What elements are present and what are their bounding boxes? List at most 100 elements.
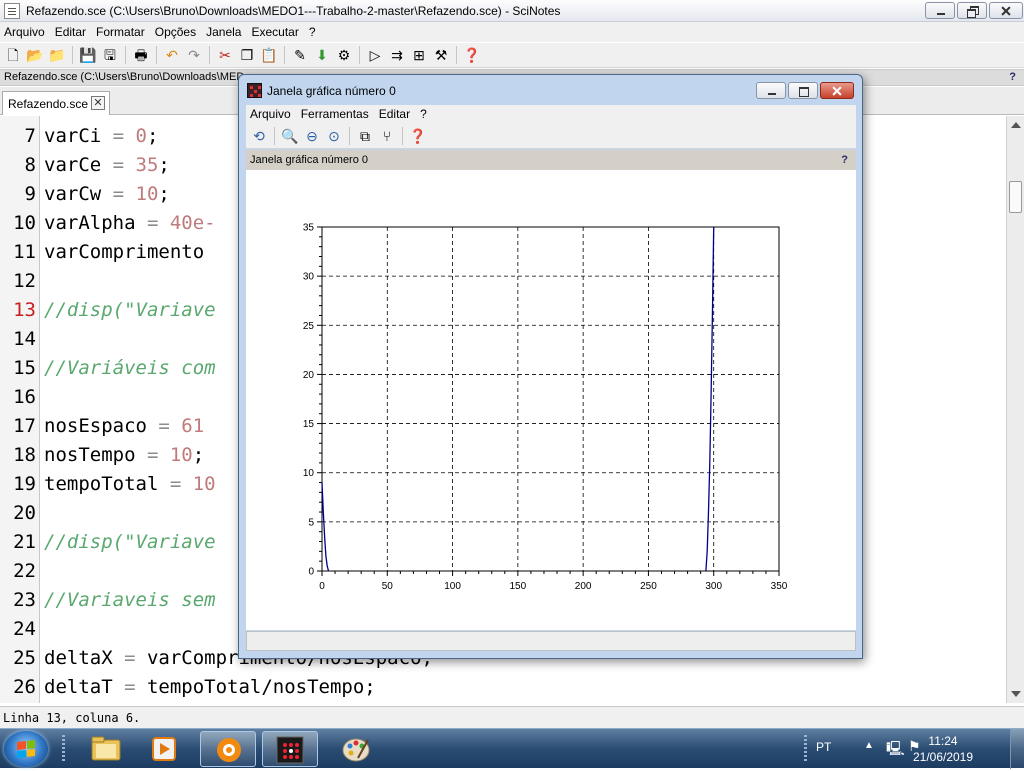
paint-icon[interactable] <box>328 731 384 767</box>
graphic-caption-help-button[interactable]: ? <box>841 154 848 166</box>
code-line[interactable]: 13 //disp("Variave <box>0 296 1006 325</box>
clock-date[interactable]: 21/06/2019 <box>912 750 974 764</box>
code-line[interactable]: 11 varComprimento <box>0 238 1006 267</box>
network-icon[interactable]: 🖳 <box>886 740 905 756</box>
scroll-thumb[interactable] <box>1009 181 1022 213</box>
code-token: = <box>112 647 147 669</box>
menu-help[interactable]: ? <box>308 25 316 39</box>
window-title: Refazendo.sce (C:\Users\Bruno\Downloads\… <box>26 4 561 18</box>
print-icon[interactable]: 🖶 <box>134 47 148 63</box>
code-token: varCe <box>44 154 102 176</box>
undo-icon[interactable]: ↶ <box>166 47 178 63</box>
graphic-maximize-button[interactable] <box>788 82 818 99</box>
editor-scrollbar[interactable] <box>1006 116 1024 703</box>
graphic-status-bar <box>246 631 856 651</box>
path-help-button[interactable]: ? <box>1009 71 1016 83</box>
save-as-icon[interactable]: 🖫 <box>104 47 116 63</box>
menu-executar[interactable]: Executar <box>251 25 299 39</box>
code-line[interactable]: 20 <box>0 499 1006 528</box>
save-icon[interactable]: 💾 <box>79 47 97 63</box>
toolbar-separator <box>274 126 275 145</box>
action-center-flag-icon[interactable]: ⚑ <box>908 738 921 754</box>
start-button[interactable] <box>4 731 48 767</box>
code-line[interactable]: 9 varCw = 10; <box>0 180 1006 209</box>
code-line[interactable]: 23 //Variaveis sem <box>0 586 1006 615</box>
document-path: Refazendo.sce (C:\Users\Bruno\Downloads\… <box>4 71 245 83</box>
tab-refazendo[interactable]: Refazendo.sce ✕ <box>2 91 110 115</box>
minimize-button[interactable] <box>925 2 955 19</box>
execute-icon[interactable]: ⚙ <box>337 47 351 63</box>
code-line[interactable]: 26 deltaT = tempoTotal/nosTempo; <box>0 673 1006 702</box>
open-folder-icon[interactable]: 📁 <box>48 47 66 63</box>
menu-formatar[interactable]: Formatar <box>96 25 145 39</box>
zoom-in-icon[interactable]: 🔍 <box>281 127 299 144</box>
copy-icon[interactable]: ❐ <box>240 47 254 63</box>
edit-icon[interactable]: ✎ <box>294 47 306 63</box>
menu-opcoes[interactable]: Opções <box>154 25 197 39</box>
explorer-icon[interactable] <box>82 731 130 767</box>
plot-svg[interactable]: 0 50 100 150 200 250 300 350 0 5 10 15 20 25 30 35 <box>246 170 856 630</box>
code-line[interactable]: 16 <box>0 383 1006 412</box>
graphic-menu-ferramentas[interactable]: Ferramentas <box>300 107 369 121</box>
code-line[interactable]: 10 varAlpha = 40e- <box>0 209 1006 238</box>
scilab-console-icon[interactable] <box>262 731 318 767</box>
code-line[interactable]: 12 <box>0 267 1006 296</box>
settings-app-icon[interactable] <box>200 731 256 767</box>
debug-icon[interactable]: ⚒ <box>434 47 448 63</box>
plot-canvas[interactable]: 0 50 100 150 200 250 300 350 0 5 10 15 20 25 30 35 <box>246 170 856 630</box>
open-file-icon[interactable]: 📂 <box>26 47 44 63</box>
code-line[interactable]: 15 //Variáveis com <box>0 354 1006 383</box>
language-indicator[interactable]: PT <box>816 740 832 754</box>
variables-icon[interactable]: ⊞ <box>413 47 425 63</box>
new-file-icon[interactable]: 🗋 <box>7 47 19 63</box>
code-token: 10 <box>169 444 193 466</box>
zoom-reset-icon[interactable]: ⊙ <box>328 127 340 144</box>
toolbar-separator <box>72 46 73 64</box>
datatip-icon[interactable]: ⧉ <box>360 127 370 144</box>
line-number: 24 <box>13 618 36 640</box>
run-step-icon[interactable]: ⇉ <box>391 47 403 63</box>
line-number: 15 <box>13 357 36 379</box>
code-line[interactable]: 22 <box>0 557 1006 586</box>
code-token: varAlpha <box>44 212 136 234</box>
redo-icon[interactable]: ↷ <box>188 47 200 63</box>
code-line[interactable]: 24 <box>0 615 1006 644</box>
paste-icon[interactable]: 📋 <box>260 47 278 63</box>
line-number: 23 <box>13 589 36 611</box>
code-line[interactable]: 17 nosEspaco = 61 <box>0 412 1006 441</box>
scroll-up-icon[interactable] <box>1011 122 1021 128</box>
menu-editar[interactable]: Editar <box>54 25 87 39</box>
close-button[interactable] <box>989 2 1023 19</box>
code-line[interactable]: 19 tempoTotal = 10 <box>0 470 1006 499</box>
graphic-menu-arquivo[interactable]: Arquivo <box>250 107 291 121</box>
menu-janela[interactable]: Janela <box>206 25 242 39</box>
graphic-minimize-button[interactable] <box>756 82 786 99</box>
tray-arrow-icon[interactable]: ▲ <box>864 740 874 751</box>
code-line[interactable]: 14 <box>0 325 1006 354</box>
tab-close-icon[interactable]: ✕ <box>91 96 105 110</box>
scroll-down-icon[interactable] <box>1011 691 1021 697</box>
line-number: 9 <box>24 183 36 205</box>
graphic-menu-help[interactable]: ? <box>420 107 427 121</box>
status-bar: Linha 13, coluna 6. <box>0 706 1024 728</box>
show-desktop-button[interactable] <box>1010 729 1024 769</box>
code-line[interactable]: 8 varCe = 35; <box>0 151 1006 180</box>
cut-icon[interactable]: ✂ <box>219 47 231 63</box>
graphic-close-button[interactable] <box>820 82 854 99</box>
zoom-out-icon[interactable]: ⊖ <box>306 127 318 144</box>
rotate-icon[interactable]: ⟲ <box>253 127 265 144</box>
run-icon[interactable]: ▷ <box>369 47 381 63</box>
help-icon[interactable]: ❓ <box>409 127 427 144</box>
edit-axes-icon[interactable]: ⑂ <box>382 127 392 144</box>
code-line[interactable]: 18 nosTempo = 10; <box>0 441 1006 470</box>
download-icon[interactable]: ⬇ <box>316 47 328 63</box>
clock-time[interactable]: 11:24 <box>928 734 958 748</box>
code-token: deltaT <box>44 676 113 698</box>
line-number: 10 <box>13 212 36 234</box>
code-line[interactable]: 7 varCi = 0; <box>0 122 1006 151</box>
menu-arquivo[interactable]: Arquivo <box>4 25 45 39</box>
restore-button[interactable] <box>957 2 987 19</box>
media-player-icon[interactable] <box>140 731 188 767</box>
graphic-menu-editar[interactable]: Editar <box>378 107 411 121</box>
help-icon[interactable]: ❓ <box>463 47 481 63</box>
